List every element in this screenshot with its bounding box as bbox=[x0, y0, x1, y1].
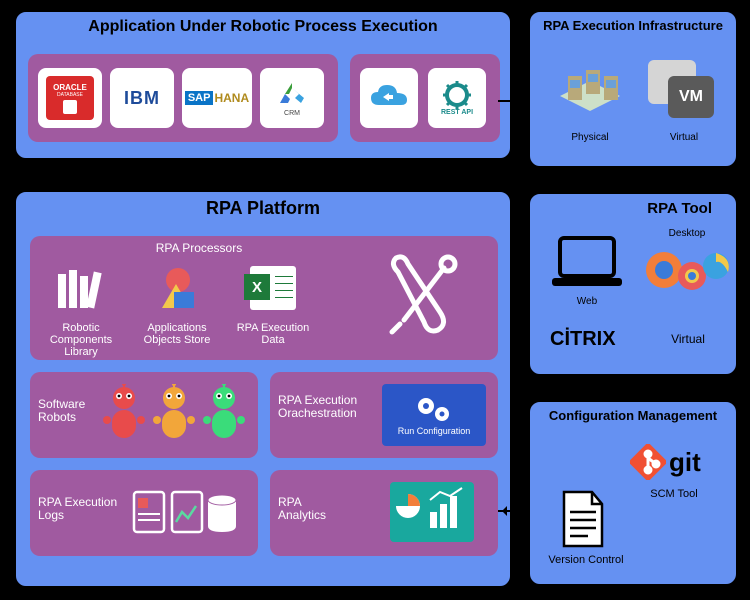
excel-icon: X bbox=[250, 266, 296, 310]
robot-icon bbox=[102, 384, 146, 444]
analytics-label: RPA Analytics bbox=[278, 496, 348, 522]
run-config-label: Run Configuration bbox=[398, 426, 471, 436]
robots-box: Software Robots bbox=[30, 372, 258, 458]
config-title: Configuration Management bbox=[530, 402, 736, 427]
platform-panel: RPA Platform RPA Processors Robotic Comp… bbox=[14, 190, 512, 588]
run-config-button[interactable]: Run Configuration bbox=[382, 384, 486, 446]
desktop-label: Desktop bbox=[646, 228, 728, 239]
platform-title: RPA Platform bbox=[16, 192, 510, 223]
analytics-icon bbox=[390, 482, 474, 542]
crm-label: CRM bbox=[284, 110, 300, 117]
arrow-tool-to-platform bbox=[514, 284, 526, 286]
sap-label: SAP bbox=[185, 91, 214, 105]
arrow-analytics-config bbox=[498, 510, 526, 512]
tool-panel: RPA Tool Web Desktop CİTRIX Virtual bbox=[528, 192, 738, 376]
execdata-label: RPA Execution Data bbox=[226, 322, 320, 346]
app-panel: Application Under Robotic Process Execut… bbox=[14, 10, 512, 160]
cloud-sync-card bbox=[360, 68, 418, 128]
app-group-enterprise: ORACLE DATABASE IBM SAP HANA CRM bbox=[28, 54, 338, 142]
robot-icon bbox=[152, 384, 196, 444]
tool-title: RPA Tool bbox=[530, 194, 736, 221]
version-label: Version Control bbox=[546, 554, 626, 566]
app-group-api: REST API bbox=[350, 54, 500, 142]
oracle-sublabel: DATABASE bbox=[57, 92, 83, 98]
ibm-label: IBM bbox=[124, 88, 160, 109]
physical-icon bbox=[550, 56, 630, 130]
crm-card: CRM bbox=[260, 68, 324, 128]
gear-icon bbox=[443, 81, 471, 109]
oracle-label: ORACLE bbox=[53, 83, 87, 92]
logs-box: RPA Execution Logs bbox=[30, 470, 258, 556]
infra-panel: RPA Execution Infrastructure Physical VM… bbox=[528, 10, 738, 168]
tools-card bbox=[378, 254, 478, 344]
hana-label: HANA bbox=[214, 91, 249, 105]
infra-title: RPA Execution Infrastructure bbox=[530, 12, 736, 37]
books-icon bbox=[54, 264, 108, 312]
scm-label: SCM Tool bbox=[630, 488, 718, 500]
vm-text: VM bbox=[679, 88, 703, 106]
robot-icon bbox=[202, 384, 246, 444]
arrow-tool-to-infra bbox=[630, 170, 632, 190]
document-icon bbox=[558, 488, 608, 550]
browsers-icon bbox=[642, 244, 732, 298]
git-icon: git bbox=[630, 436, 718, 488]
tool-virtual-label: Virtual bbox=[658, 332, 718, 346]
restapi-label: REST API bbox=[441, 109, 473, 116]
library-card bbox=[42, 258, 120, 318]
citrix-label: CİTRIX bbox=[550, 328, 616, 351]
app-panel-title: Application Under Robotic Process Execut… bbox=[16, 12, 510, 40]
arrow-tool-config bbox=[630, 378, 632, 398]
git-label: git bbox=[669, 447, 701, 478]
virtual-label: Virtual bbox=[648, 132, 720, 143]
analytics-box: RPA Analytics bbox=[270, 470, 498, 556]
orchestration-box: RPA Execution Orachestration Run Configu… bbox=[270, 372, 498, 458]
processors-header: RPA Processors bbox=[30, 242, 368, 255]
logs-icon bbox=[130, 484, 240, 544]
logs-label: RPA Execution Logs bbox=[38, 496, 118, 522]
cloud-sync-icon bbox=[369, 83, 409, 113]
robots-label: Software Robots bbox=[38, 398, 98, 424]
objects-label: Applications Objects Store bbox=[130, 322, 224, 346]
oracle-card: ORACLE DATABASE bbox=[38, 68, 102, 128]
arrow-app-to-infra bbox=[498, 100, 524, 102]
laptop-icon bbox=[548, 234, 626, 294]
physical-label: Physical bbox=[550, 132, 630, 143]
recycle-icon bbox=[277, 80, 307, 110]
vm-icon: VM bbox=[648, 60, 720, 126]
tools-icon bbox=[378, 254, 468, 338]
ibm-card: IBM bbox=[110, 68, 174, 128]
web-label: Web bbox=[548, 296, 626, 307]
library-label: Robotic Components Library bbox=[34, 322, 128, 358]
execdata-card: X bbox=[234, 258, 312, 318]
orchestration-label: RPA Execution Orachestration bbox=[278, 394, 378, 420]
sap-card: SAP HANA bbox=[182, 68, 252, 128]
config-panel: Configuration Management git SCM Tool Ve… bbox=[528, 400, 738, 586]
shapes-icon bbox=[152, 264, 202, 312]
processors-box: RPA Processors Robotic Components Librar… bbox=[30, 236, 498, 360]
gears-icon bbox=[412, 394, 456, 426]
objects-card bbox=[138, 258, 216, 318]
restapi-card: REST API bbox=[428, 68, 486, 128]
